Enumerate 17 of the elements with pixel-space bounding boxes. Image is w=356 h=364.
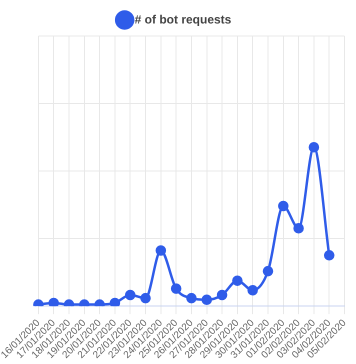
legend-label: # of bot requests [134, 12, 232, 26]
point [48, 298, 59, 306]
point [278, 200, 289, 212]
point [247, 284, 258, 296]
point [186, 292, 197, 304]
point [308, 142, 320, 152]
point [140, 292, 151, 304]
point [216, 290, 228, 300]
point [232, 275, 243, 286]
point [262, 266, 274, 276]
point [324, 250, 334, 261]
point [156, 245, 166, 256]
point [110, 298, 120, 306]
point [124, 290, 136, 300]
point [202, 294, 212, 306]
point [293, 223, 304, 234]
point [170, 283, 182, 294]
